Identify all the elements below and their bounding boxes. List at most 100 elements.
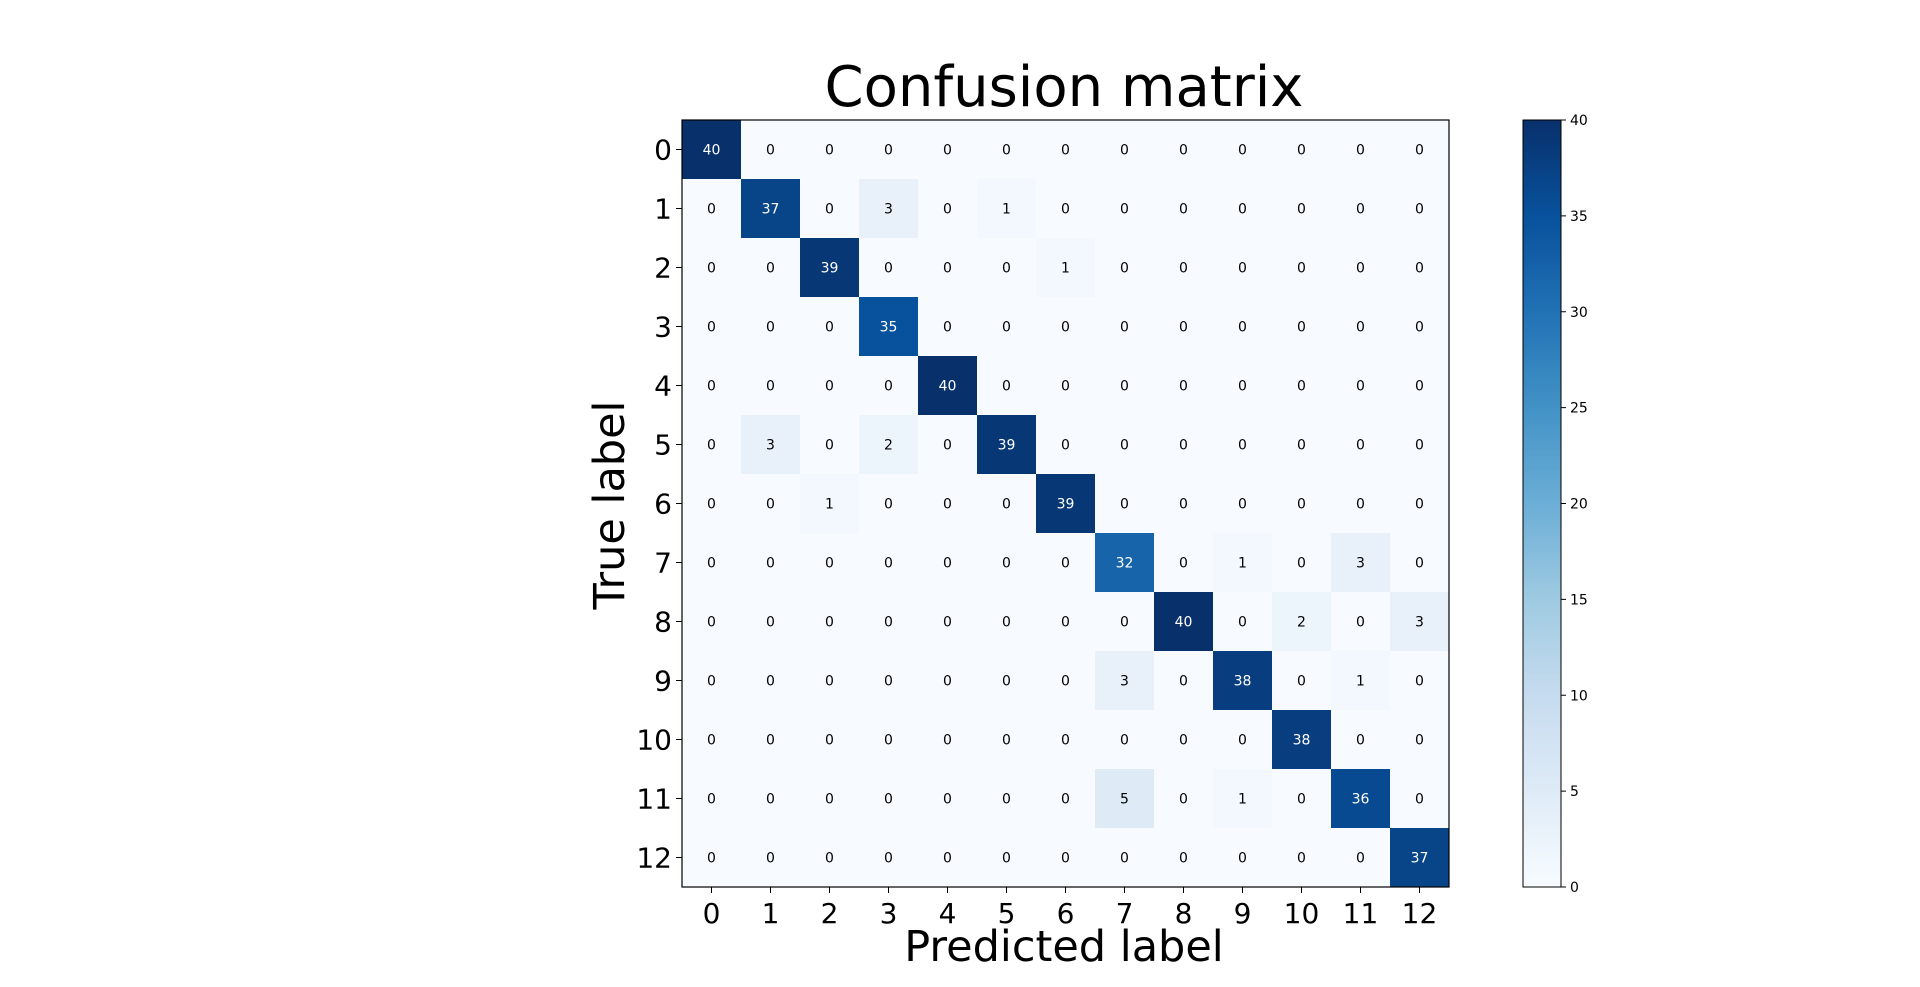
cell-value-label: 0 [825,438,834,454]
heatmap-cell [859,297,919,357]
colorbar-tick-label: 40 [1570,113,1588,129]
cell-value-label: 0 [1179,556,1188,572]
heatmap-cell [682,356,742,416]
cell-value-label: 1 [1061,261,1070,277]
heatmap-cell [1390,415,1450,475]
heatmap-cell [1213,356,1273,416]
cell-value-label: 0 [1002,851,1011,867]
cell-value-label: 0 [825,556,834,572]
x-tick-label: 12 [1402,897,1438,930]
cell-value-label: 0 [707,202,716,218]
cell-value-label: 0 [1356,202,1365,218]
colorbar-tick-label: 25 [1570,401,1588,417]
heatmap-cell [1154,710,1214,770]
heatmap-cell [1331,415,1391,475]
cell-value-label: 5 [1120,792,1129,808]
heatmap-cell [741,415,801,475]
heatmap-cell [1272,828,1332,888]
cell-value-label: 0 [943,143,952,159]
heatmap-cell [918,769,978,829]
cell-value-label: 0 [1297,261,1306,277]
heatmap-cell [1213,120,1273,180]
cell-value-label: 0 [1415,438,1424,454]
x-tick-label: 0 [703,897,721,930]
heatmap-cell [1213,415,1273,475]
cell-value-label: 0 [1415,202,1424,218]
heatmap-cell [1095,238,1155,298]
heatmap-cell [682,710,742,770]
heatmap-cell [1390,297,1450,357]
cell-value-label: 0 [1061,733,1070,749]
heatmap-cell [1213,828,1273,888]
cell-value-label: 0 [1120,379,1129,395]
heatmap-cell [1331,592,1391,652]
heatmap-cell [1095,356,1155,416]
cell-value-label: 0 [1002,379,1011,395]
cell-value-label: 0 [884,615,893,631]
heatmap-cell [1390,710,1450,770]
heatmap-cell [1154,592,1214,652]
heatmap-cell [800,710,860,770]
heatmap-cell [1331,474,1391,534]
heatmap-cell [859,474,919,534]
cell-value-label: 40 [939,379,957,395]
cell-value-label: 0 [1179,261,1188,277]
cell-value-label: 40 [1175,615,1193,631]
heatmap-cell [1154,651,1214,711]
heatmap-cell [1272,592,1332,652]
cell-value-label: 2 [884,438,893,454]
cell-value-label: 0 [825,792,834,808]
y-axis-label: True label [585,401,635,611]
cell-value-label: 0 [766,320,775,336]
cell-value-label: 0 [943,497,952,513]
y-tick-label: 0 [654,134,672,167]
colorbar-tick-label: 0 [1570,880,1579,896]
cell-value-label: 0 [1297,497,1306,513]
cell-value-label: 0 [707,379,716,395]
cell-value-label: 0 [1238,851,1247,867]
heatmap-cell [977,769,1037,829]
cell-value-label: 40 [703,143,721,159]
heatmap-cell [1390,356,1450,416]
cell-value-label: 1 [1002,202,1011,218]
x-tick-label: 6 [1057,897,1075,930]
cell-value-label: 0 [766,615,775,631]
cell-value-label: 0 [1415,261,1424,277]
colorbar-tick-label: 5 [1570,784,1579,800]
heatmap-cell [1036,179,1096,239]
heatmap-cell [1331,179,1391,239]
heatmap-cell [1272,238,1332,298]
heatmap-cell [859,592,919,652]
cell-value-label: 0 [1120,143,1129,159]
cell-value-label: 0 [1297,851,1306,867]
x-tick-label: 1 [762,897,780,930]
cell-value-label: 0 [766,143,775,159]
cell-value-label: 0 [884,733,893,749]
cell-value-label: 0 [1061,202,1070,218]
heatmap-cell [1095,710,1155,770]
cell-value-label: 1 [1238,556,1247,572]
cell-value-label: 0 [825,733,834,749]
cell-value-label: 0 [1238,261,1247,277]
heatmap-cell [741,179,801,239]
heatmap-cell [1154,238,1214,298]
heatmap-cell [1154,828,1214,888]
heatmap-cell [1154,415,1214,475]
cell-value-label: 0 [1179,851,1188,867]
cell-value-label: 0 [1238,438,1247,454]
cell-value-label: 0 [1356,615,1365,631]
heatmap-cell [977,828,1037,888]
cell-value-label: 0 [1061,143,1070,159]
cell-value-label: 0 [943,556,952,572]
heatmap-cell [977,710,1037,770]
cell-value-label: 39 [821,261,839,277]
cell-value-label: 35 [880,320,898,336]
heatmap-cell [1331,710,1391,770]
x-tick-label: 8 [1175,897,1193,930]
cell-value-label: 0 [943,261,952,277]
colorbar-tick-label: 15 [1570,592,1588,608]
heatmap-cell [1390,179,1450,239]
heatmap-cell [1154,297,1214,357]
cell-value-label: 0 [1238,202,1247,218]
cell-value-label: 0 [1002,556,1011,572]
